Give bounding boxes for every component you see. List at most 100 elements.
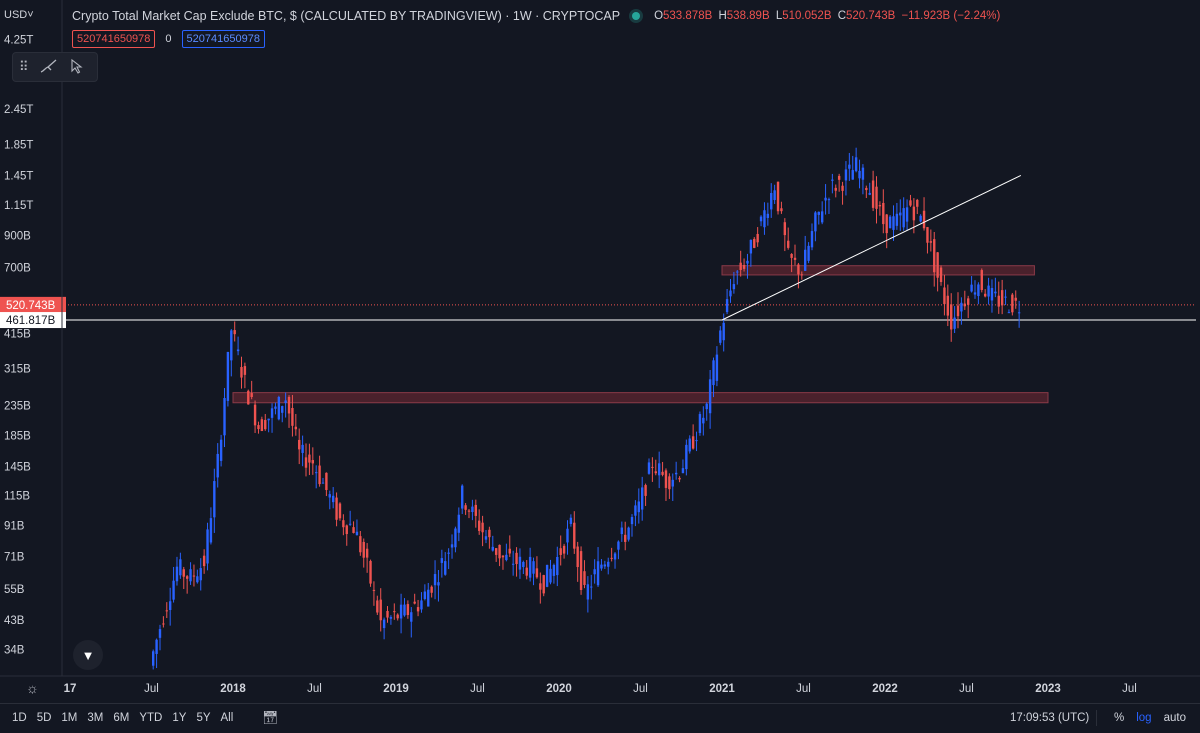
candle-body — [477, 520, 481, 531]
y-tick-label: 900B — [4, 231, 31, 243]
candle-body — [827, 199, 831, 201]
tradingview-logo[interactable]: ▼ — [73, 640, 103, 670]
candle-body — [865, 187, 868, 191]
candle-body — [508, 548, 511, 554]
candle-body — [454, 528, 457, 548]
candle-body — [243, 366, 247, 375]
candle-body — [776, 181, 780, 212]
candle-body — [155, 639, 158, 654]
indicator-row: 520741650978 0 520741650978 — [72, 30, 265, 48]
candle-body — [328, 494, 331, 498]
range-button-1d[interactable]: 1D — [12, 712, 27, 724]
candle-body — [162, 623, 165, 625]
candle-body — [674, 472, 678, 475]
candle-body — [960, 302, 963, 312]
candle-body — [376, 600, 379, 613]
y-tick-label: 43B — [4, 615, 25, 627]
candle-body — [831, 179, 834, 181]
candle-body — [620, 527, 624, 535]
trend-line[interactable] — [721, 175, 1022, 321]
percent-toggle[interactable]: % — [1114, 712, 1125, 724]
candle-body — [348, 523, 352, 525]
candle-body — [783, 222, 787, 236]
range-button-ytd[interactable]: YTD — [139, 712, 163, 724]
candle-body — [291, 408, 294, 426]
range-button-1m[interactable]: 1M — [61, 712, 78, 724]
candle-body — [430, 586, 433, 593]
candle-body — [301, 444, 304, 453]
candle-body — [722, 322, 725, 341]
candle-body — [956, 305, 960, 317]
candle-body — [878, 205, 882, 207]
range-button-5d[interactable]: 5D — [36, 712, 52, 724]
candle-body — [318, 465, 321, 485]
y-tick-label: 415B — [4, 329, 31, 341]
y-tick-label: 115B — [4, 491, 30, 503]
settings-gear-icon[interactable]: ☼ — [26, 680, 39, 696]
indicator-red-value[interactable]: 520741650978 — [72, 30, 156, 48]
candle-body — [817, 211, 820, 215]
candle-body — [189, 569, 192, 582]
y-tick-label: 1.45T — [4, 170, 33, 182]
candle-body — [406, 604, 410, 616]
candle-body — [708, 379, 712, 414]
log-toggle[interactable]: log — [1136, 712, 1152, 724]
x-tick-label: 2020 — [546, 683, 572, 695]
candle-body — [885, 214, 888, 234]
candle-body — [576, 546, 579, 568]
candle-body — [168, 601, 172, 611]
candle-body — [596, 561, 600, 586]
candle-body — [644, 485, 647, 496]
resistance-zone[interactable] — [721, 265, 1035, 276]
brush-icon[interactable] — [39, 58, 59, 77]
candle-body — [481, 522, 484, 533]
resistance-zone[interactable] — [232, 392, 1049, 404]
candle-body — [953, 317, 956, 329]
clock-readout[interactable]: 17:09:53 (UTC) — [1010, 712, 1090, 724]
candle-body — [698, 414, 702, 433]
candle-body — [929, 241, 933, 243]
cursor-arrow-icon[interactable] — [69, 58, 83, 77]
drag-handle-icon[interactable]: ⠿ — [19, 59, 29, 74]
candle-body — [770, 193, 773, 210]
candle-body — [359, 536, 362, 553]
candle-body — [895, 213, 899, 226]
candle-body — [973, 292, 977, 295]
candle-body — [661, 471, 664, 475]
candle-body — [552, 564, 556, 576]
close-value: 520.743B — [846, 10, 896, 22]
candle-body — [355, 531, 359, 536]
range-button-all[interactable]: All — [220, 712, 234, 724]
range-button-1y[interactable]: 1Y — [172, 712, 187, 724]
candle-body — [725, 299, 729, 313]
auto-toggle[interactable]: auto — [1163, 712, 1186, 724]
candle-body — [264, 419, 267, 430]
indicator-blue-value[interactable]: 520741650978 — [181, 30, 265, 48]
y-tick-label: 34B — [4, 645, 25, 657]
calendar-icon[interactable]: 📅︎ — [262, 710, 279, 725]
range-button-5y[interactable]: 5Y — [196, 712, 211, 724]
candle-body — [515, 552, 518, 565]
candle-body — [233, 330, 236, 335]
candle-body — [810, 231, 814, 248]
candle-body — [1014, 297, 1017, 301]
candle-body — [444, 561, 447, 575]
currency-selector[interactable]: USD˅ — [4, 9, 34, 21]
candle-body — [522, 561, 525, 568]
candle-body — [736, 271, 739, 273]
candle-body — [797, 264, 800, 275]
candle-body — [471, 506, 474, 513]
candle-body — [712, 360, 715, 386]
chart-canvas[interactable]: 4.25T 2.45T 1.85T 1.45T 1.15T 900B 700B 415B 315… — [0, 0, 1200, 703]
candle-body — [678, 477, 681, 480]
candle-body — [389, 617, 393, 619]
candle-body — [511, 563, 515, 565]
range-button-6m[interactable]: 6M — [113, 712, 130, 724]
candle-body — [501, 555, 505, 558]
range-button-3m[interactable]: 3M — [87, 712, 104, 724]
candle-body — [854, 157, 858, 172]
candle-body — [824, 197, 827, 201]
candle-body — [882, 202, 885, 225]
candle-body — [461, 485, 464, 509]
candle-body — [325, 472, 328, 491]
